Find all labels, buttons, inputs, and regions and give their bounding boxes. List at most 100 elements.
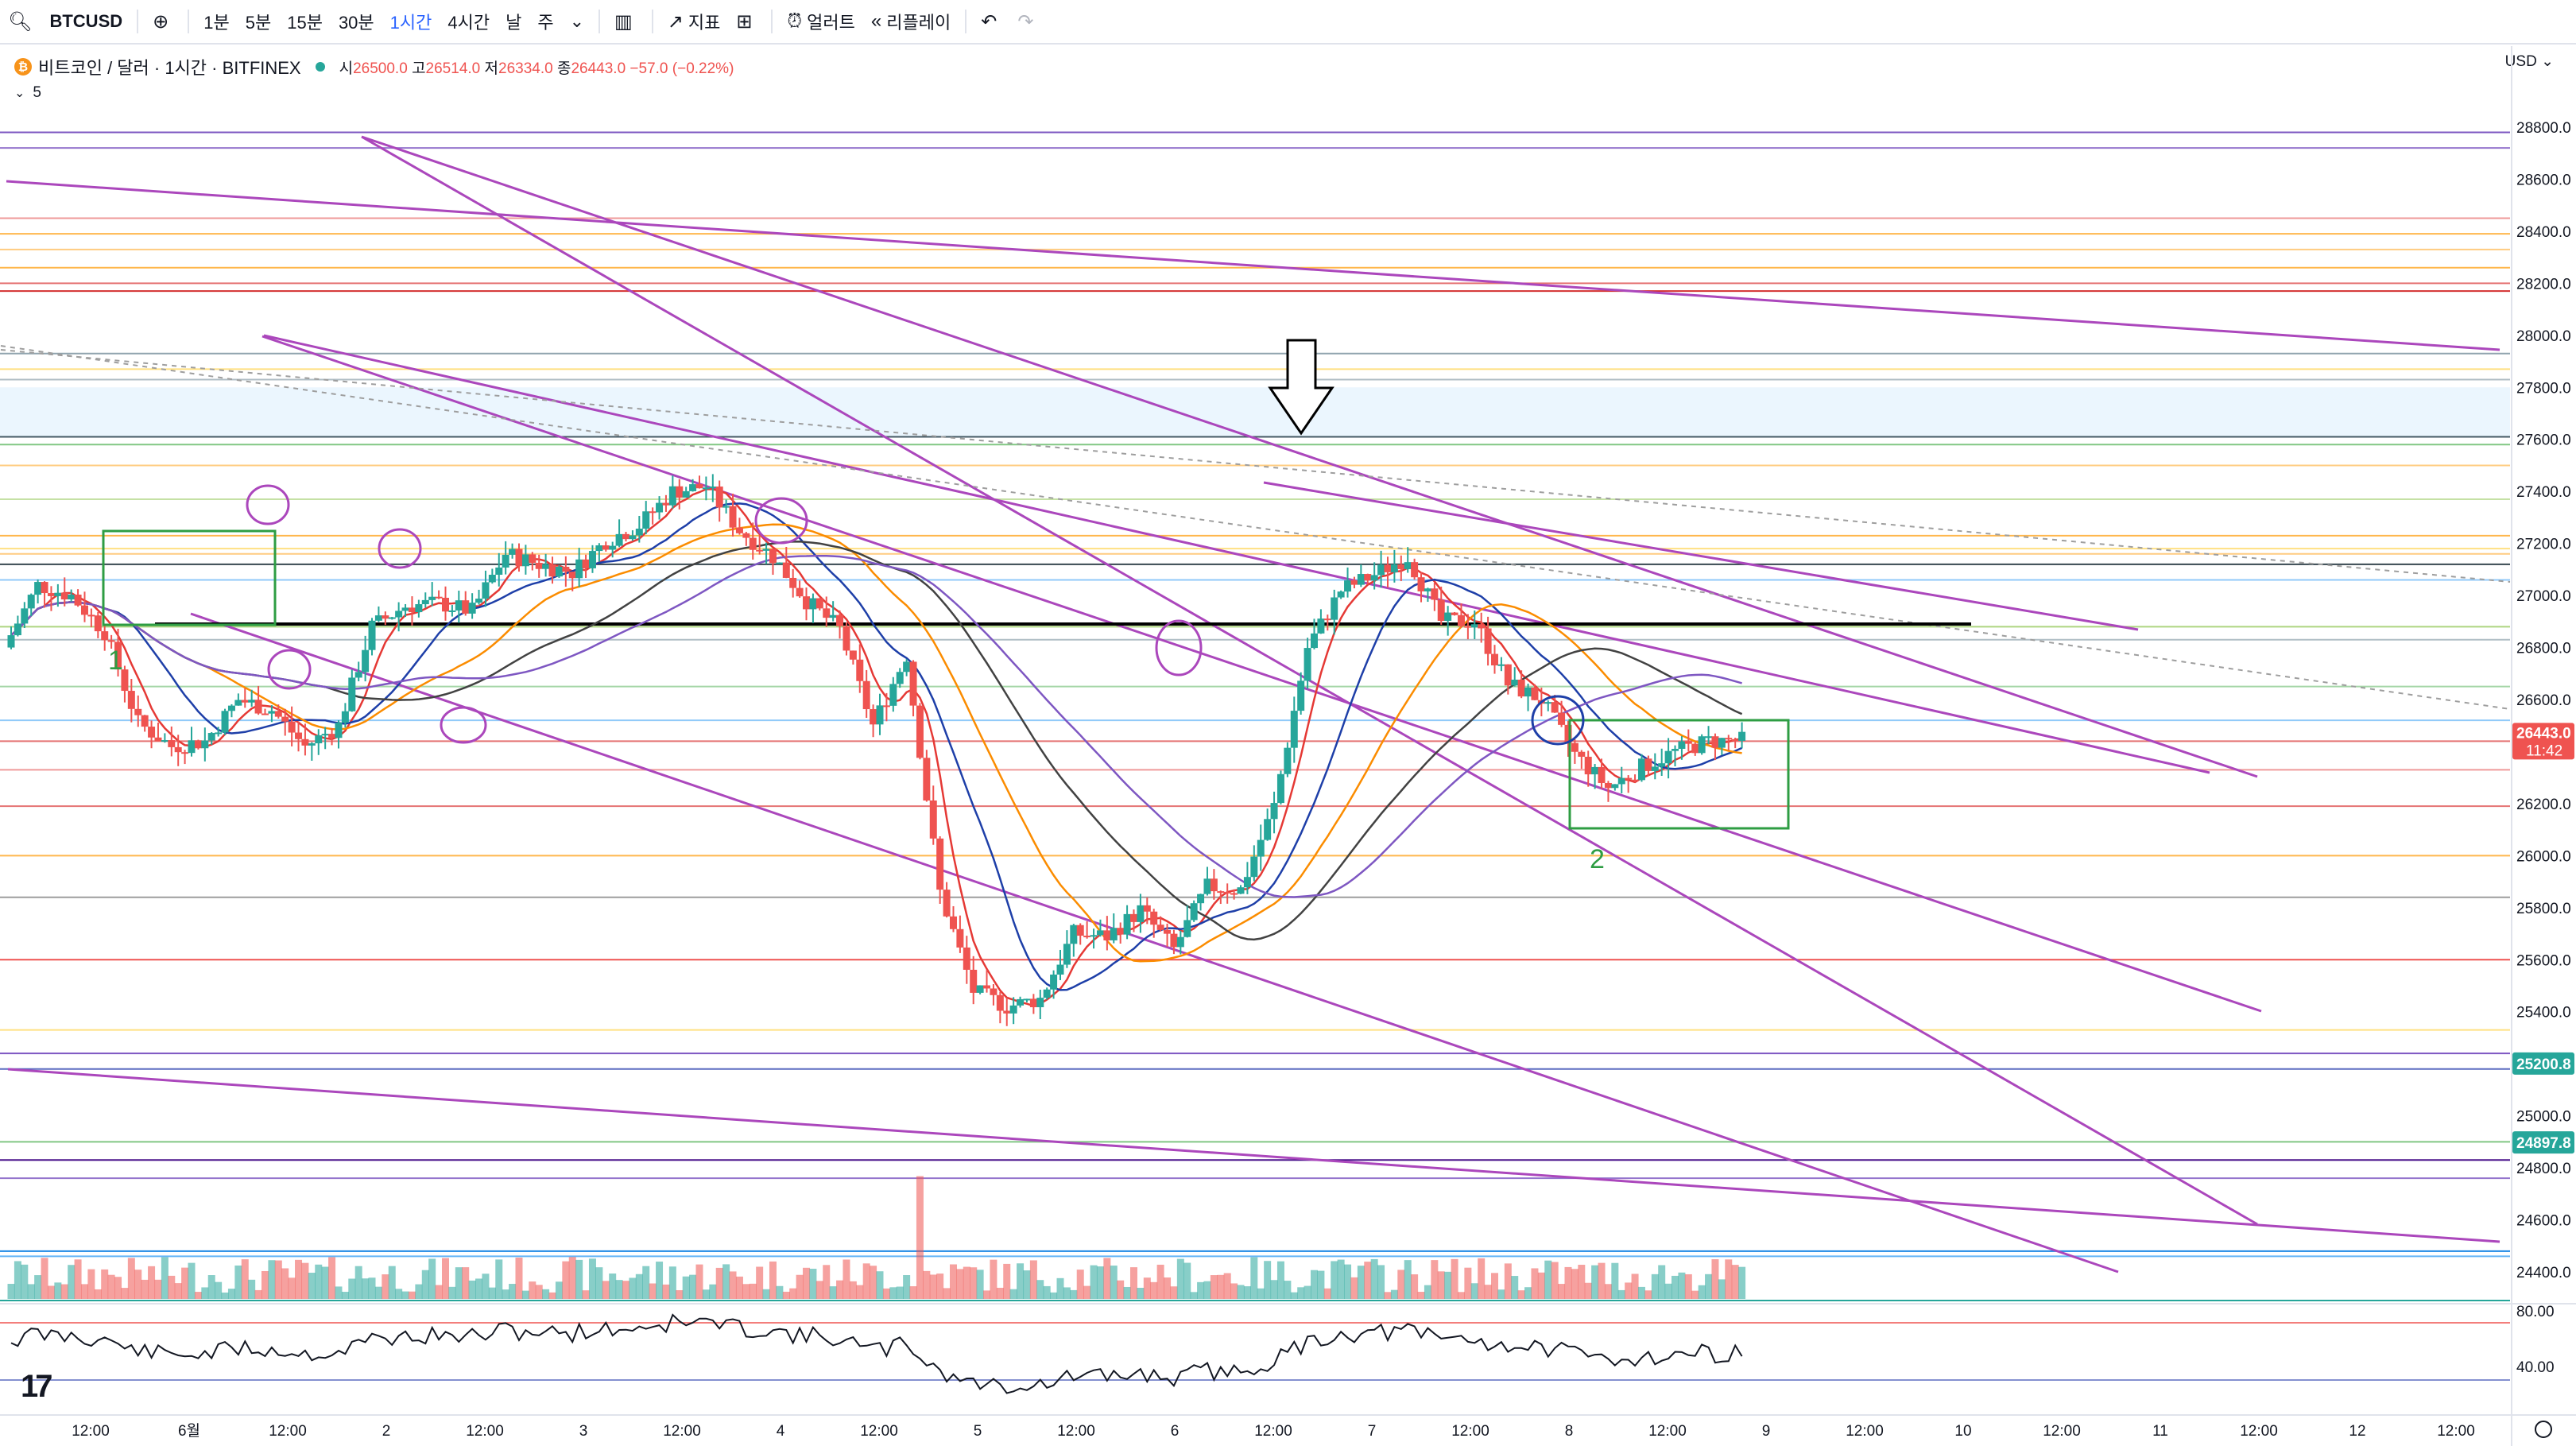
volume-bar [789, 1288, 797, 1299]
alert-button[interactable]: ⏰︎ 얼러트 [779, 0, 862, 44]
candle-body [809, 598, 817, 610]
interval-4h[interactable]: 4시간 [447, 13, 490, 33]
interval-week[interactable]: 주 [537, 13, 554, 33]
volume-bar [1411, 1274, 1419, 1299]
price-marker-1-bg [2512, 1052, 2574, 1075]
volume-bar [1397, 1270, 1405, 1299]
volume-bar [1290, 1292, 1298, 1299]
volume-bar [1591, 1265, 1599, 1299]
candle-body [1625, 777, 1633, 780]
candle-body [1036, 998, 1044, 1008]
candle-body [41, 582, 48, 594]
undo-button[interactable]: ↶ [973, 0, 1009, 44]
candle-body [127, 691, 135, 709]
price-change: −57.0 (−0.22%) [629, 60, 734, 77]
interval-5m[interactable]: 5분 [245, 13, 272, 33]
candle-body [1129, 913, 1137, 922]
time-axis: 12:00 6월 12:00 2 12:00 3 12:00 4 12:00 5 12:00 6 12:… [0, 1414, 2576, 1440]
trend-line [7, 1068, 2500, 1243]
volume-bar [288, 1277, 296, 1299]
candle-body [1050, 974, 1058, 990]
volume-bar [1718, 1279, 1726, 1299]
volume-bar [468, 1280, 476, 1299]
candle-body [1003, 1010, 1011, 1014]
volume-bar [870, 1266, 877, 1299]
price-marker-2: 24897.8 [2516, 1135, 2571, 1152]
candle-body [1384, 564, 1392, 572]
volume-bar [809, 1269, 817, 1299]
candle-body [1511, 679, 1519, 686]
interval-1h[interactable]: 1시간 [389, 13, 432, 33]
candle-body [215, 732, 223, 735]
price-chart[interactable]: 12 28800.028600.028400.028200.028000.027… [0, 46, 2576, 1446]
candle-body [348, 677, 356, 711]
interval-1m[interactable]: 1분 [203, 13, 230, 33]
candle-body [1617, 777, 1625, 785]
compare-button[interactable]: ⊕ [145, 0, 181, 44]
volume-bar [1731, 1265, 1739, 1299]
candle-body [815, 598, 823, 609]
volume-bar [248, 1279, 256, 1299]
candle-body [1631, 779, 1639, 781]
interval-30m[interactable]: 30분 [338, 13, 374, 33]
candle-body [428, 596, 436, 600]
plus-circle-icon: ⊕ [153, 10, 169, 33]
candle-body [1451, 612, 1458, 615]
candle-body [923, 758, 931, 801]
candle-body [1164, 929, 1172, 934]
volume-bar [509, 1284, 517, 1299]
chevron-down-icon: ⌄ [14, 87, 25, 100]
candle-body [1478, 624, 1486, 629]
candle-body [1571, 742, 1579, 752]
candle-body [60, 592, 68, 600]
volume-bar [521, 1290, 529, 1299]
candle-body [281, 716, 289, 722]
candle-body [662, 502, 670, 506]
interval-day[interactable]: 날 [506, 13, 522, 33]
price-tick: 27800.0 [2516, 380, 2571, 397]
volume-bar [495, 1259, 503, 1299]
trend-channels [0, 135, 2511, 1273]
volume-bar [415, 1284, 423, 1299]
candle-body [870, 709, 877, 725]
volume-bar [1470, 1283, 1478, 1299]
candle-body [796, 587, 804, 597]
candle-body [509, 549, 517, 555]
time-tick: 12:00 [2240, 1423, 2278, 1440]
currency-selector[interactable]: USD ⌄ [2504, 53, 2554, 70]
volume-bar [1531, 1268, 1539, 1299]
volume-bar [154, 1279, 162, 1299]
time-tick: 12 [2349, 1423, 2365, 1440]
volume-bar [1103, 1258, 1111, 1299]
redo-button[interactable]: ↷ [1009, 0, 1046, 44]
volume-bar [74, 1259, 82, 1299]
candle-body [408, 607, 416, 613]
symbol-search[interactable]: 🔍︎ BTCUSD [0, 0, 130, 44]
indicators-button[interactable]: ↗ 지표 [660, 0, 729, 44]
divider [188, 10, 190, 33]
replay-button[interactable]: « 리플레이 [863, 0, 959, 44]
chart-type-button[interactable]: ▥ [606, 0, 645, 44]
volume-bar [923, 1270, 931, 1299]
volume-bar [1464, 1267, 1472, 1299]
indicator-legend[interactable]: ⌄ 5 [14, 84, 41, 102]
interval-dropdown[interactable]: ⌄ [562, 0, 592, 44]
volume-bar [107, 1274, 115, 1299]
candle-body [101, 631, 109, 641]
candle-body [1137, 905, 1145, 922]
price-tick: 25600.0 [2516, 952, 2571, 969]
candle-body [562, 566, 570, 572]
candle-body [315, 735, 323, 744]
candle-body [1664, 750, 1672, 764]
dashed-trend-line [0, 349, 2511, 583]
volume-bar [1156, 1264, 1164, 1299]
candle-body [68, 595, 76, 600]
volume-bar [676, 1289, 684, 1299]
candle-body [1110, 928, 1118, 940]
candle-body [1644, 758, 1652, 771]
candle-body [301, 739, 309, 746]
volume-bar [315, 1264, 323, 1299]
layouts-button[interactable]: ⊞ [728, 0, 765, 44]
interval-15m[interactable]: 15분 [287, 13, 323, 33]
volume-bar [796, 1274, 804, 1299]
